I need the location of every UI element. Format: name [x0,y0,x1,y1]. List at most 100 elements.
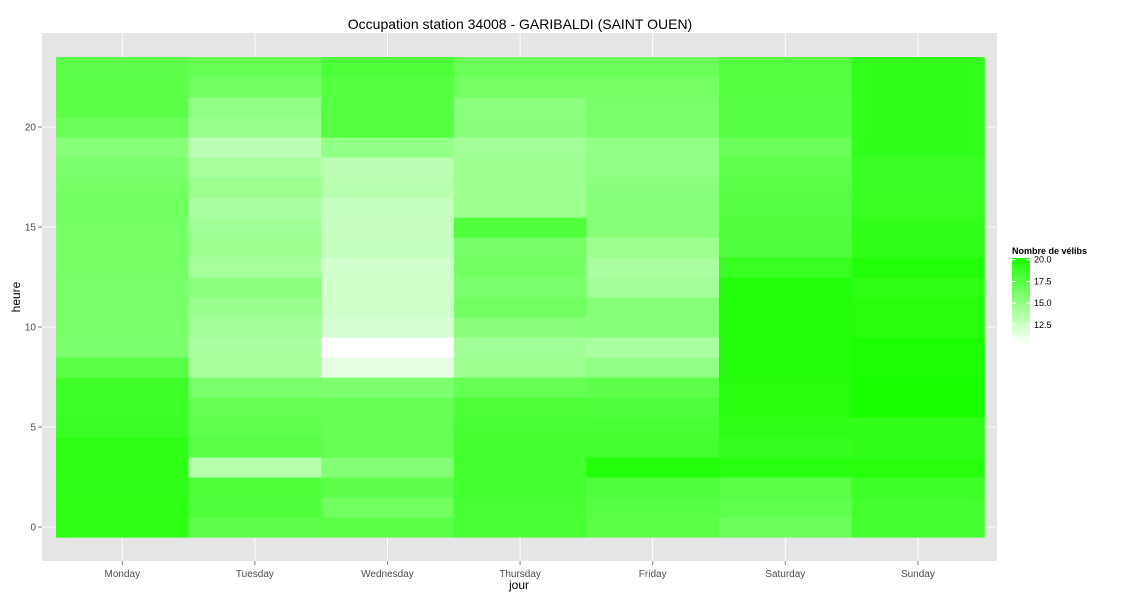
heatmap-cell [188,337,322,358]
heatmap-cell [586,197,720,218]
heatmap-cell [453,257,587,278]
heatmap-cell [453,297,587,318]
x-tick-label: Sunday [901,569,935,580]
heatmap-cell [188,237,322,258]
heatmap-cell [586,257,720,278]
heatmap-cell [453,77,587,98]
heatmap-cell [188,517,322,538]
heatmap-cell [321,417,455,438]
heatmap-cell [719,137,853,158]
heatmap-cell [719,317,853,338]
y-tick-label: 15 [25,223,37,234]
heatmap-cell [851,97,985,118]
heatmap-cell [321,237,455,258]
heatmap-cell [56,277,190,298]
heatmap-cell [586,417,720,438]
heatmap-cell [453,337,587,358]
y-tick-label: 10 [25,323,37,334]
heatmap-cell [719,517,853,538]
heatmap-cell [321,497,455,518]
heatmap-cell [719,277,853,298]
heatmap-cell [586,237,720,258]
heatmap-cell [586,517,720,538]
legend-label: 15.0 [1034,298,1052,308]
heatmap-cell [719,417,853,438]
heatmap-cell [586,157,720,178]
heatmap-cell [188,177,322,198]
heatmap-cell [586,277,720,298]
color-legend: Nombre de vélibs 20.0 17.5 15.0 12.5 [1012,246,1087,344]
heatmap-cell [851,277,985,298]
heatmap-cell [586,317,720,338]
y-tick-label: 5 [30,423,36,434]
heatmap-cell [586,57,720,78]
heatmap-cell [586,477,720,498]
heatmap-cell [56,257,190,278]
heatmap-cell [453,177,587,198]
heatmap-cell [56,217,190,238]
heatmap-cell [851,197,985,218]
heatmap-cell [188,97,322,118]
heatmap-cell [719,297,853,318]
heatmap-cell [851,457,985,478]
heatmap-cell [719,217,853,238]
x-tick-label: Friday [639,569,667,580]
heatmap-cell [719,437,853,458]
heatmap-cell [188,137,322,158]
x-axis: Monday Tuesday Wednesday Thursday Friday Satu… [105,561,935,580]
heatmap-cell [719,497,853,518]
heatmap-cell [188,217,322,238]
heatmap-cell [321,397,455,418]
heatmap-cell [851,377,985,398]
heatmap-cell [719,257,853,278]
heatmap-cell [56,517,190,538]
heatmap-cell [188,437,322,458]
heatmap-cell [188,257,322,278]
heatmap-cell [453,157,587,178]
heatmap-cell [719,97,853,118]
x-tick-label: Thursday [499,569,541,580]
heatmap-cell [453,117,587,138]
heatmap-cell [188,457,322,478]
heatmap-cell [321,97,455,118]
x-tick-label: Saturday [765,569,805,580]
heatmap-cell [851,437,985,458]
heatmap-tiles [56,57,985,538]
heatmap-cell [56,157,190,178]
heatmap-cell [453,397,587,418]
legend-label: 12.5 [1034,320,1052,330]
heatmap-cell [851,237,985,258]
heatmap-cell [453,357,587,378]
heatmap-cell [321,157,455,178]
legend-colorbar [1012,258,1030,344]
heatmap-cell [586,357,720,378]
heatmap-cell [453,237,587,258]
legend-label: 17.5 [1034,276,1052,286]
legend-title: Nombre de vélibs [1012,246,1087,256]
heatmap-cell [719,377,853,398]
heatmap-cell [719,177,853,198]
heatmap-cell [586,437,720,458]
heatmap-cell [453,437,587,458]
heatmap-cell [719,337,853,358]
heatmap-cell [453,57,587,78]
heatmap-cell [321,437,455,458]
heatmap-cell [188,117,322,138]
heatmap-cell [851,317,985,338]
heatmap-cell [188,397,322,418]
heatmap-cell [321,377,455,398]
heatmap-cell [321,277,455,298]
heatmap-cell [851,337,985,358]
y-axis-title: heure [9,281,23,312]
heatmap-cell [56,357,190,378]
heatmap-cell [586,297,720,318]
heatmap-cell [321,197,455,218]
heatmap-cell [56,417,190,438]
heatmap-cell [851,497,985,518]
heatmap-cell [586,377,720,398]
heatmap-cell [453,197,587,218]
heatmap-cell [851,417,985,438]
heatmap-cell [56,457,190,478]
heatmap-cell [719,117,853,138]
heatmap-cell [851,357,985,378]
